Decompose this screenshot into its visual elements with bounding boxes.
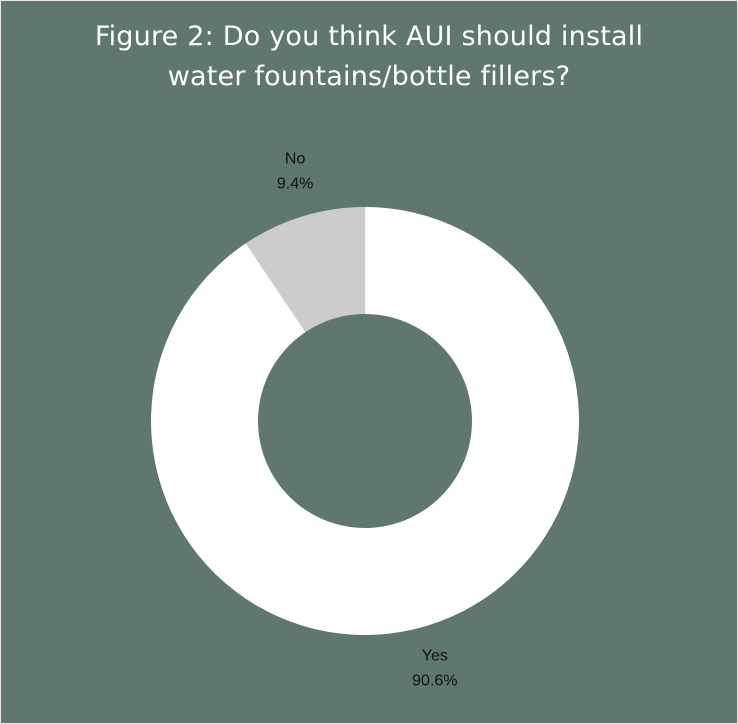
slice-label-no: No	[285, 150, 306, 167]
slice-label-yes: Yes	[422, 648, 448, 665]
slice-value-yes: 90.6%	[412, 673, 457, 690]
chart-title-line-2: water fountains/bottle fillers?	[167, 61, 571, 92]
slice-yes	[150, 207, 580, 636]
slice-value-no: 9.4%	[277, 175, 313, 192]
chart-title: Figure 2: Do you think AUI should instal…	[1, 17, 737, 97]
chart-title-line-1: Figure 2: Do you think AUI should instal…	[94, 21, 644, 52]
slice-no	[245, 207, 365, 333]
